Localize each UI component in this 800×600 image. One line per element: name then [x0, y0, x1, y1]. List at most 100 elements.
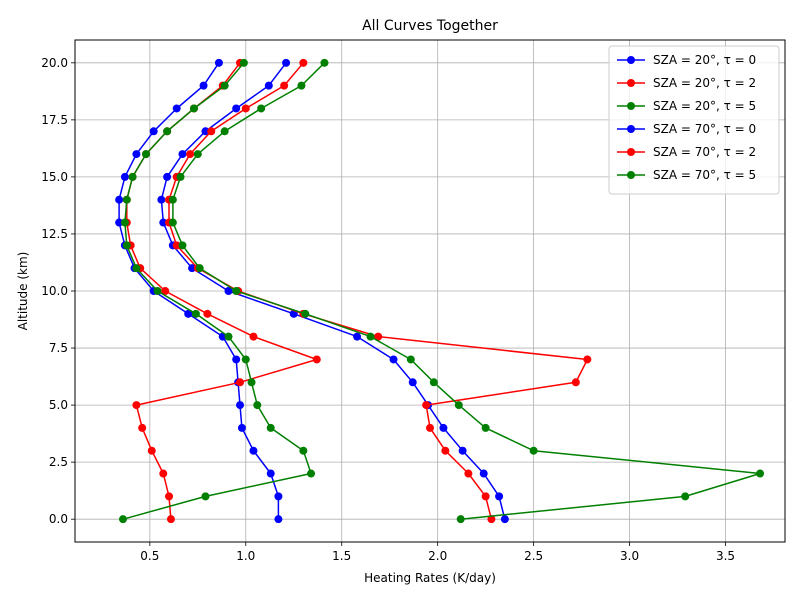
- y-tick-label: 5.0: [49, 398, 68, 412]
- data-point: [241, 104, 250, 113]
- data-point: [132, 150, 141, 159]
- data-point: [191, 309, 200, 318]
- data-point: [426, 423, 434, 432]
- y-axis: 0.0 2.5 5.0 7.5 10.0 12.5 15.0 17.5 20.0: [41, 56, 75, 526]
- data-point: [274, 515, 283, 524]
- x-tick-label: 2.0: [428, 549, 447, 563]
- data-point: [307, 469, 316, 478]
- x-tick-label: 1.0: [236, 549, 255, 563]
- data-point: [132, 264, 141, 273]
- y-tick-label: 2.5: [49, 455, 68, 469]
- data-point: [178, 241, 187, 250]
- data-point: [138, 423, 147, 432]
- data-point: [458, 446, 467, 455]
- series-group: [115, 58, 765, 524]
- data-point: [280, 81, 289, 90]
- data-point: [232, 104, 241, 113]
- data-point: [115, 195, 124, 204]
- y-axis-label: Altitude (km): [16, 252, 30, 331]
- data-point: [172, 104, 181, 113]
- data-point: [220, 81, 229, 90]
- data-point: [184, 309, 193, 318]
- data-point: [118, 515, 127, 524]
- data-point: [583, 355, 592, 364]
- data-point: [132, 401, 141, 410]
- data-point: [168, 195, 177, 204]
- data-point: [178, 150, 187, 159]
- data-point: [186, 150, 195, 159]
- data-point: [122, 195, 131, 204]
- x-tick-label: 2.5: [524, 549, 543, 563]
- data-point: [408, 378, 417, 387]
- data-point: [122, 241, 131, 250]
- data-point: [195, 264, 204, 273]
- data-point: [239, 58, 248, 67]
- x-axis-label: Heating Rates (K/day): [364, 571, 496, 585]
- data-point: [201, 127, 210, 136]
- data-point: [456, 515, 465, 524]
- y-tick-label: 7.5: [49, 341, 68, 355]
- legend-swatch-marker: [627, 102, 635, 110]
- data-point: [529, 446, 538, 455]
- chart-title: All Curves Together: [362, 18, 498, 34]
- data-point: [201, 492, 210, 501]
- legend-item: SZA = 70°, τ = 2: [617, 145, 756, 159]
- data-point: [176, 172, 185, 181]
- data-point: [282, 58, 291, 67]
- legend-label: SZA = 70°, τ = 5: [653, 168, 756, 182]
- data-point: [232, 287, 241, 295]
- legend-item: SZA = 70°, τ = 5: [617, 168, 756, 182]
- data-point: [320, 58, 329, 67]
- x-axis: 0.5 1.0 1.5 2.0 2.5 3.0 3.5: [140, 542, 735, 563]
- data-point: [214, 58, 223, 67]
- data-point: [374, 332, 383, 341]
- data-point: [312, 355, 321, 364]
- data-point: [264, 81, 273, 90]
- data-point: [756, 469, 765, 478]
- data-point: [481, 492, 490, 501]
- data-point: [681, 492, 690, 501]
- data-point: [142, 150, 150, 159]
- data-point: [232, 355, 241, 364]
- data-point: [159, 218, 168, 227]
- legend: SZA = 20°, τ = 0 SZA = 20°, τ = 2 SZA = 20…: [608, 45, 780, 195]
- data-point: [193, 150, 202, 159]
- data-point: [220, 127, 229, 136]
- data-point: [299, 58, 308, 67]
- data-point: [157, 195, 166, 204]
- data-point: [266, 469, 275, 478]
- data-point: [249, 332, 258, 341]
- data-point: [301, 309, 310, 318]
- data-point: [161, 287, 170, 295]
- data-point: [165, 492, 174, 501]
- data-point: [188, 264, 197, 273]
- legend-swatch-marker: [627, 148, 635, 156]
- legend-item: SZA = 20°, τ = 2: [617, 76, 756, 90]
- data-point: [159, 469, 168, 478]
- data-point: [249, 446, 258, 455]
- data-point: [366, 332, 375, 341]
- data-point: [166, 515, 175, 524]
- legend-swatch-marker: [627, 56, 635, 64]
- data-point: [149, 127, 158, 136]
- data-point: [147, 446, 156, 455]
- data-point: [120, 172, 129, 181]
- data-point: [236, 378, 245, 387]
- legend-label: SZA = 20°, τ = 0: [653, 53, 756, 67]
- series-3: [118, 58, 316, 524]
- data-point: [299, 446, 308, 455]
- x-tick-label: 3.0: [620, 549, 639, 563]
- legend-swatch-marker: [627, 171, 635, 179]
- data-point: [439, 423, 448, 432]
- y-tick-label: 15.0: [41, 170, 68, 184]
- data-point: [479, 469, 488, 478]
- y-tick-label: 0.0: [49, 512, 68, 526]
- data-point: [441, 446, 450, 455]
- data-point: [163, 172, 172, 181]
- y-tick-label: 20.0: [41, 56, 68, 70]
- data-point: [203, 309, 212, 318]
- data-point: [163, 127, 172, 136]
- data-point: [454, 401, 463, 410]
- x-tick-label: 3.5: [716, 549, 735, 563]
